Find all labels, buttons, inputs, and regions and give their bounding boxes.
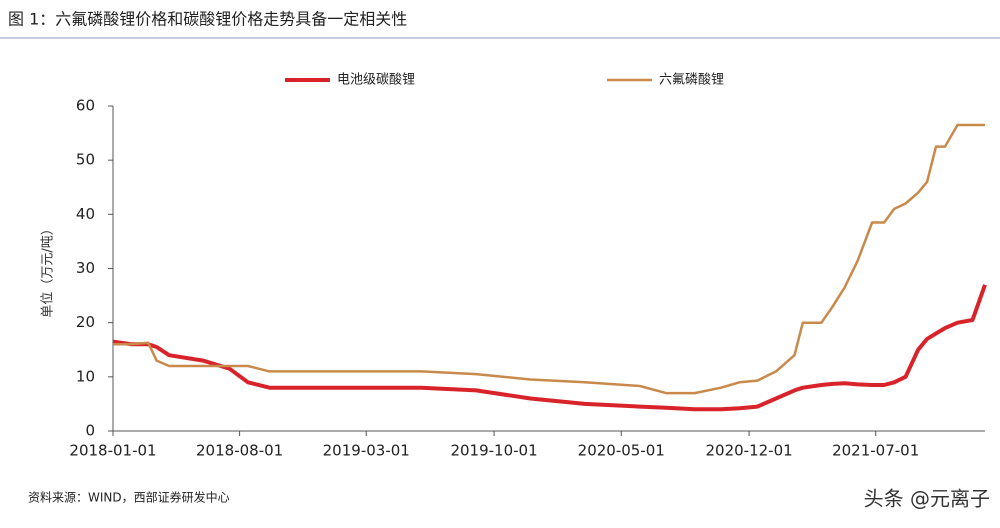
y-tick-label: 30	[76, 259, 95, 277]
watermark: 头条 @元离子	[864, 487, 990, 511]
x-tick-label: 2020-05-01	[578, 442, 665, 460]
y-tick-label: 40	[76, 205, 95, 223]
y-tick-label: 50	[76, 151, 95, 169]
title: 图 1：六氟磷酸锂价格和碳酸锂价格走势具备一定相关性	[8, 10, 407, 29]
legend-label: 电池级碳酸锂	[337, 73, 415, 88]
x-tick-label: 2019-03-01	[323, 442, 410, 460]
legend-label: 六氟磷酸锂	[659, 73, 724, 88]
x-tick-label: 2020-12-01	[705, 442, 792, 460]
y-axis-label: 单位（万元/吨）	[41, 222, 56, 317]
x-tick-label: 2021-07-01	[832, 442, 919, 460]
x-tick-label: 2018-08-01	[196, 442, 283, 460]
source: 资料来源：WIND，西部证券研发中心	[28, 490, 230, 505]
y-tick-label: 60	[76, 97, 95, 115]
y-tick-label: 20	[76, 313, 95, 331]
series-line	[113, 123, 985, 395]
series-line	[112, 284, 987, 412]
x-tick-label: 2018-01-01	[69, 442, 156, 460]
y-tick-label: 10	[76, 367, 95, 385]
y-tick-label: 0	[85, 422, 95, 440]
x-tick-label: 2019-10-01	[450, 442, 537, 460]
